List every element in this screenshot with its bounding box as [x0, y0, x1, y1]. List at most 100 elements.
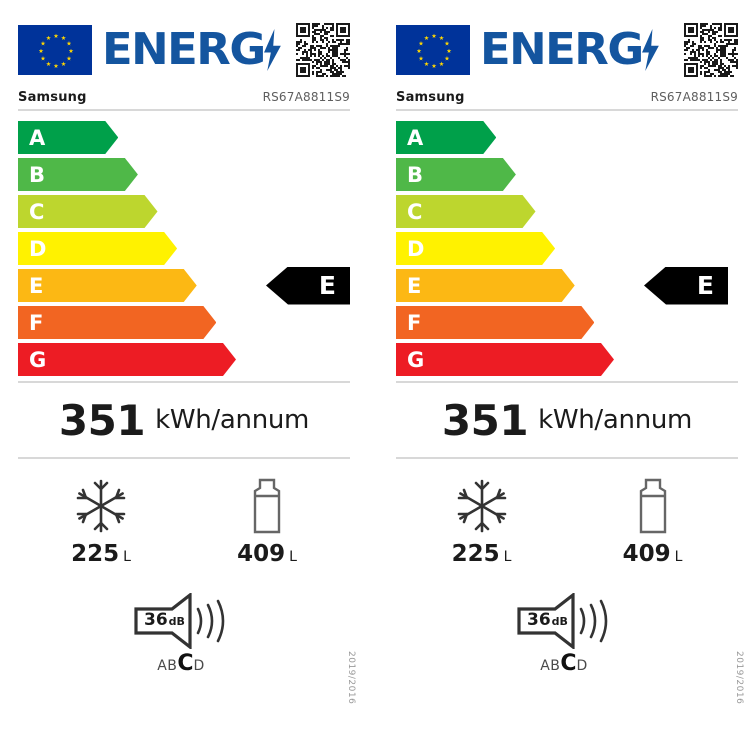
eu-star-icon [66, 41, 72, 46]
eu-star-icon [444, 41, 450, 46]
eu-star-icon [431, 63, 437, 69]
energy-class-a[interactable]: A [18, 121, 118, 154]
capacity-value: 409 [237, 541, 286, 567]
lightning-bolt-icon [264, 29, 281, 71]
eu-star-icon [46, 35, 51, 41]
energy-wordmark: ENERG [102, 28, 296, 72]
eu-star-icon [418, 56, 424, 61]
rated-class-marker: E [644, 266, 728, 305]
noise-block: 36 dB AB C D [0, 591, 362, 676]
energy-class-f[interactable]: F [396, 306, 594, 339]
divider-top [396, 381, 738, 383]
energy-class-b[interactable]: B [396, 158, 516, 191]
eu-star-icon [416, 48, 422, 54]
snowflake-svg [457, 479, 506, 533]
energy-class-e[interactable]: E [396, 269, 575, 302]
qr-code-icon[interactable] [684, 23, 738, 77]
eu-star-icon [444, 56, 450, 61]
annual-consumption: 351 kWh/annum [18, 383, 350, 457]
energy-class-row: D [18, 232, 362, 265]
energy-class-row: B [18, 158, 362, 191]
eu-star-icon [418, 41, 424, 46]
noise-value-group: 36 dB [527, 610, 568, 630]
consumption-unit: kWh/annum [155, 405, 310, 435]
energy-class-d[interactable]: D [18, 232, 177, 265]
eu-star-icon [424, 61, 429, 67]
speaker-icon: 36 dB [511, 591, 617, 651]
energy-class-c[interactable]: C [396, 195, 536, 228]
energy-class-g[interactable]: G [396, 343, 614, 376]
regulation-reference: 2019/2016 [346, 650, 356, 704]
energy-class-row: A [396, 121, 750, 154]
noise-block: 36 dB AB C D [378, 591, 750, 676]
model-identifier: RS67A8811S9 [650, 90, 738, 104]
eu-star-icon [424, 35, 429, 41]
energy-class-row: B [396, 158, 750, 191]
regulation-reference: 2019/2016 [734, 650, 744, 704]
lightning-bolt-icon [642, 29, 659, 71]
eu-star-icon [66, 56, 72, 61]
energy-class-f[interactable]: F [18, 306, 216, 339]
capacity-value: 409 [622, 541, 671, 567]
speaker-svg [517, 591, 608, 651]
energy-class-row: G [396, 343, 750, 376]
speaker-svg [134, 591, 225, 651]
eu-star-icon [61, 35, 66, 41]
energy-class-d[interactable]: D [396, 232, 555, 265]
eu-star-icon [431, 33, 437, 39]
energy-class-e[interactable]: E [18, 269, 197, 302]
noise-class-prefix: AB [157, 658, 178, 674]
capacity-unit: L [123, 549, 131, 565]
eu-star-icon [439, 61, 444, 67]
energy-class-row: F [396, 306, 750, 339]
capacity-value: 225 [71, 541, 120, 567]
divider-bottom [18, 457, 350, 459]
wordmark-text: ENERG [102, 24, 266, 75]
energy-class-c[interactable]: C [18, 195, 158, 228]
container-svg [639, 478, 666, 534]
capacity-value-group: 409 L [237, 541, 297, 567]
capacity-row: 225 L 409 L [396, 477, 738, 567]
noise-unit: dB [551, 615, 568, 628]
capacity-value-group: 225 L [452, 541, 512, 567]
fridge-container-icon [248, 477, 286, 535]
noise-class-suffix: D [193, 658, 205, 674]
energy-class-row: C [18, 195, 362, 228]
capacity-value-group: 225 L [71, 541, 131, 567]
eu-star-icon [439, 35, 444, 41]
capacity-value: 225 [451, 541, 500, 567]
noise-value: 36 [144, 610, 168, 630]
eu-star-icon [53, 33, 59, 39]
consumption-value: 351 [441, 395, 529, 445]
capacity-unit: L [674, 549, 683, 565]
consumption-value: 351 [58, 395, 146, 445]
fridge-capacity: 409 L [197, 477, 337, 567]
eu-flag-icon [18, 25, 92, 75]
eu-star-icon [38, 48, 44, 54]
eu-star-icon [61, 61, 66, 67]
eu-star-icon [40, 56, 46, 61]
capacity-unit: L [503, 549, 512, 565]
capacity-row: 225 L 409 L [18, 477, 350, 567]
eu-star-icon [446, 48, 452, 54]
capacity-value-group: 409 L [623, 541, 683, 567]
energy-class-b[interactable]: B [18, 158, 138, 191]
snowflake-icon [456, 477, 508, 535]
consumption-unit: kWh/annum [538, 405, 693, 435]
snowflake-svg [76, 479, 126, 533]
noise-class-group: AB C D [540, 651, 588, 676]
noise-class-suffix: D [576, 658, 588, 674]
brand-name: Samsung [18, 90, 87, 105]
rated-class-marker: E [266, 266, 350, 305]
capacity-unit: L [289, 549, 297, 565]
energy-class-g[interactable]: G [18, 343, 236, 376]
qr-code-icon[interactable] [296, 23, 350, 77]
energy-class-a[interactable]: A [396, 121, 496, 154]
fridge-container-icon [634, 477, 672, 535]
eu-star-icon [46, 61, 51, 67]
freezer-capacity: 225 L [412, 477, 552, 567]
